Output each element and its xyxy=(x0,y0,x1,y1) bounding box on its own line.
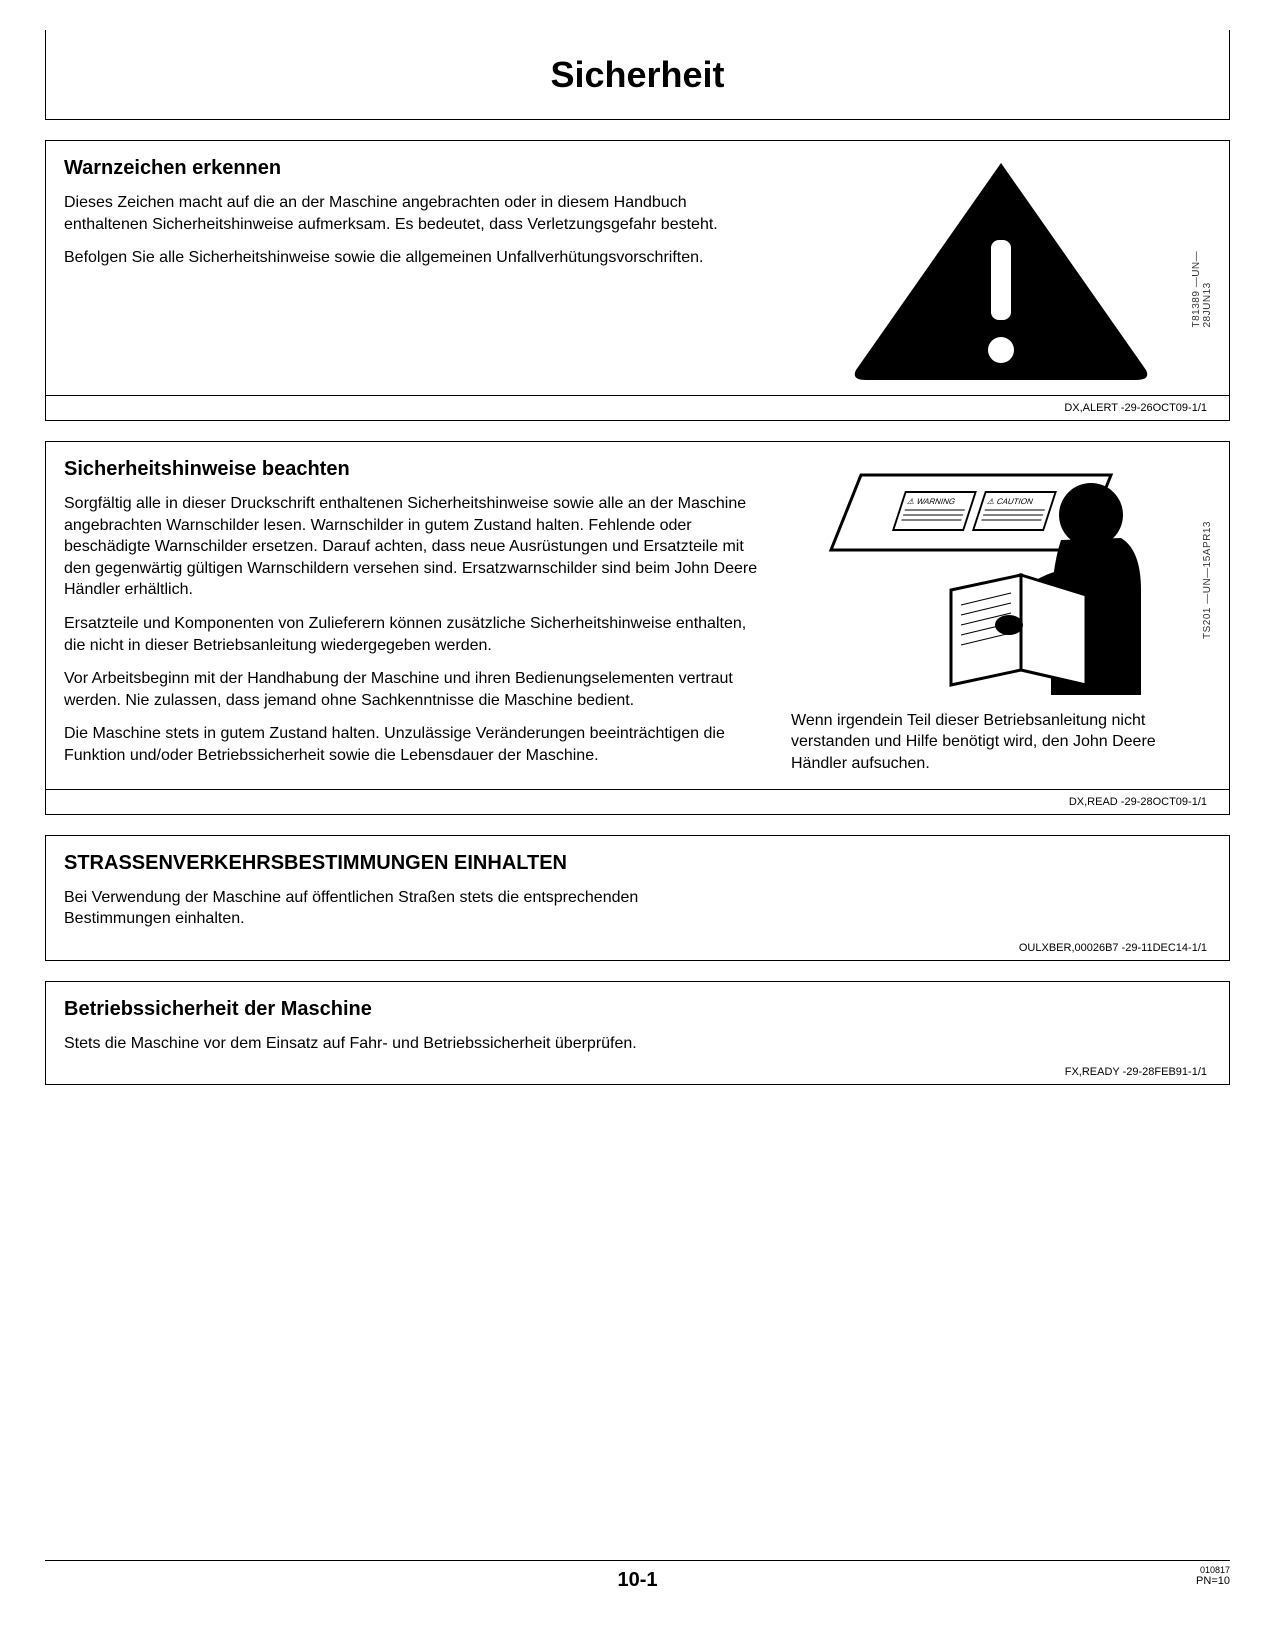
section-image: T81389 —UN—28JUN13 xyxy=(791,155,1211,385)
section-heading: STRASSENVERKEHRSBESTIMMUNGEN EINHALTEN xyxy=(64,850,695,877)
paragraph: Stets die Maschine vor dem Einsatz auf F… xyxy=(64,1033,695,1055)
section-text: Betriebssicherheit der Maschine Stets di… xyxy=(64,996,695,1055)
section-heading: Warnzeichen erkennen xyxy=(64,155,771,182)
section-warnzeichen: Warnzeichen erkennen Dieses Zeichen mach… xyxy=(45,140,1230,421)
paragraph: Befolgen Sie alle Sicherheitshinweise so… xyxy=(64,247,771,269)
section-text: Sicherheitshinweise beachten Sorgfältig … xyxy=(64,456,771,779)
section-heading: Betriebssicherheit der Maschine xyxy=(64,996,695,1023)
section-text: STRASSENVERKEHRSBESTIMMUNGEN EINHALTEN B… xyxy=(64,850,695,930)
footer-date-code: 010817 xyxy=(1196,1565,1230,1575)
reference-code: DX,READ -29-28OCT09-1/1 xyxy=(64,796,1211,808)
paragraph: Bei Verwendung der Maschine auf öffentli… xyxy=(64,887,695,930)
reference-code: OULXBER,00026B7 -29-11DEC14-1/1 xyxy=(64,942,1211,954)
paragraph: Ersatzteile und Komponenten von Zuliefer… xyxy=(64,613,771,656)
section-image-column: ⚠ WARNING ⚠ CAUTION xyxy=(791,456,1211,779)
document-page: Sicherheit Warnzeichen erkennen Dieses Z… xyxy=(0,0,1275,1650)
section-sicherheitshinweise: Sicherheitshinweise beachten Sorgfältig … xyxy=(45,441,1230,815)
section-text: Warnzeichen erkennen Dieses Zeichen mach… xyxy=(64,155,771,385)
page-footer: 10-1 010817 PN=10 xyxy=(45,1560,1230,1610)
image-code: T81389 —UN—28JUN13 xyxy=(1191,213,1213,328)
image-code: TS201 —UN—15APR13 xyxy=(1202,521,1213,639)
svg-text:⚠ CAUTION: ⚠ CAUTION xyxy=(986,497,1034,506)
section-betriebssicherheit: Betriebssicherheit der Maschine Stets di… xyxy=(45,981,1230,1086)
section-heading: Sicherheitshinweise beachten xyxy=(64,456,771,483)
svg-text:⚠ WARNING: ⚠ WARNING xyxy=(906,497,956,506)
reference-code: DX,ALERT -29-26OCT09-1/1 xyxy=(64,402,1211,414)
paragraph: Die Maschine stets in gutem Zustand halt… xyxy=(64,723,771,766)
paragraph: Sorgfältig alle in dieser Druckschrift e… xyxy=(64,493,771,601)
footer-page-number: 10-1 xyxy=(45,1561,1230,1592)
title-container: Sicherheit xyxy=(45,30,1230,120)
footer-pn: PN=10 xyxy=(1196,1575,1230,1587)
footer-meta: 010817 PN=10 xyxy=(1196,1565,1230,1587)
paragraph: Dieses Zeichen macht auf die an der Masc… xyxy=(64,192,771,235)
paragraph: Wenn irgendein Teil dieser Betriebsanlei… xyxy=(791,710,1211,775)
reference-code: FX,READY -29-28FEB91-1/1 xyxy=(64,1066,1211,1078)
page-title: Sicherheit xyxy=(550,54,724,96)
section-strassenverkehr: STRASSENVERKEHRSBESTIMMUNGEN EINHALTEN B… xyxy=(45,835,1230,961)
paragraph: Vor Arbeitsbeginn mit der Handhabung der… xyxy=(64,668,771,711)
person-reading-manual-icon: ⚠ WARNING ⚠ CAUTION xyxy=(821,460,1181,700)
warning-triangle-icon xyxy=(836,155,1166,385)
